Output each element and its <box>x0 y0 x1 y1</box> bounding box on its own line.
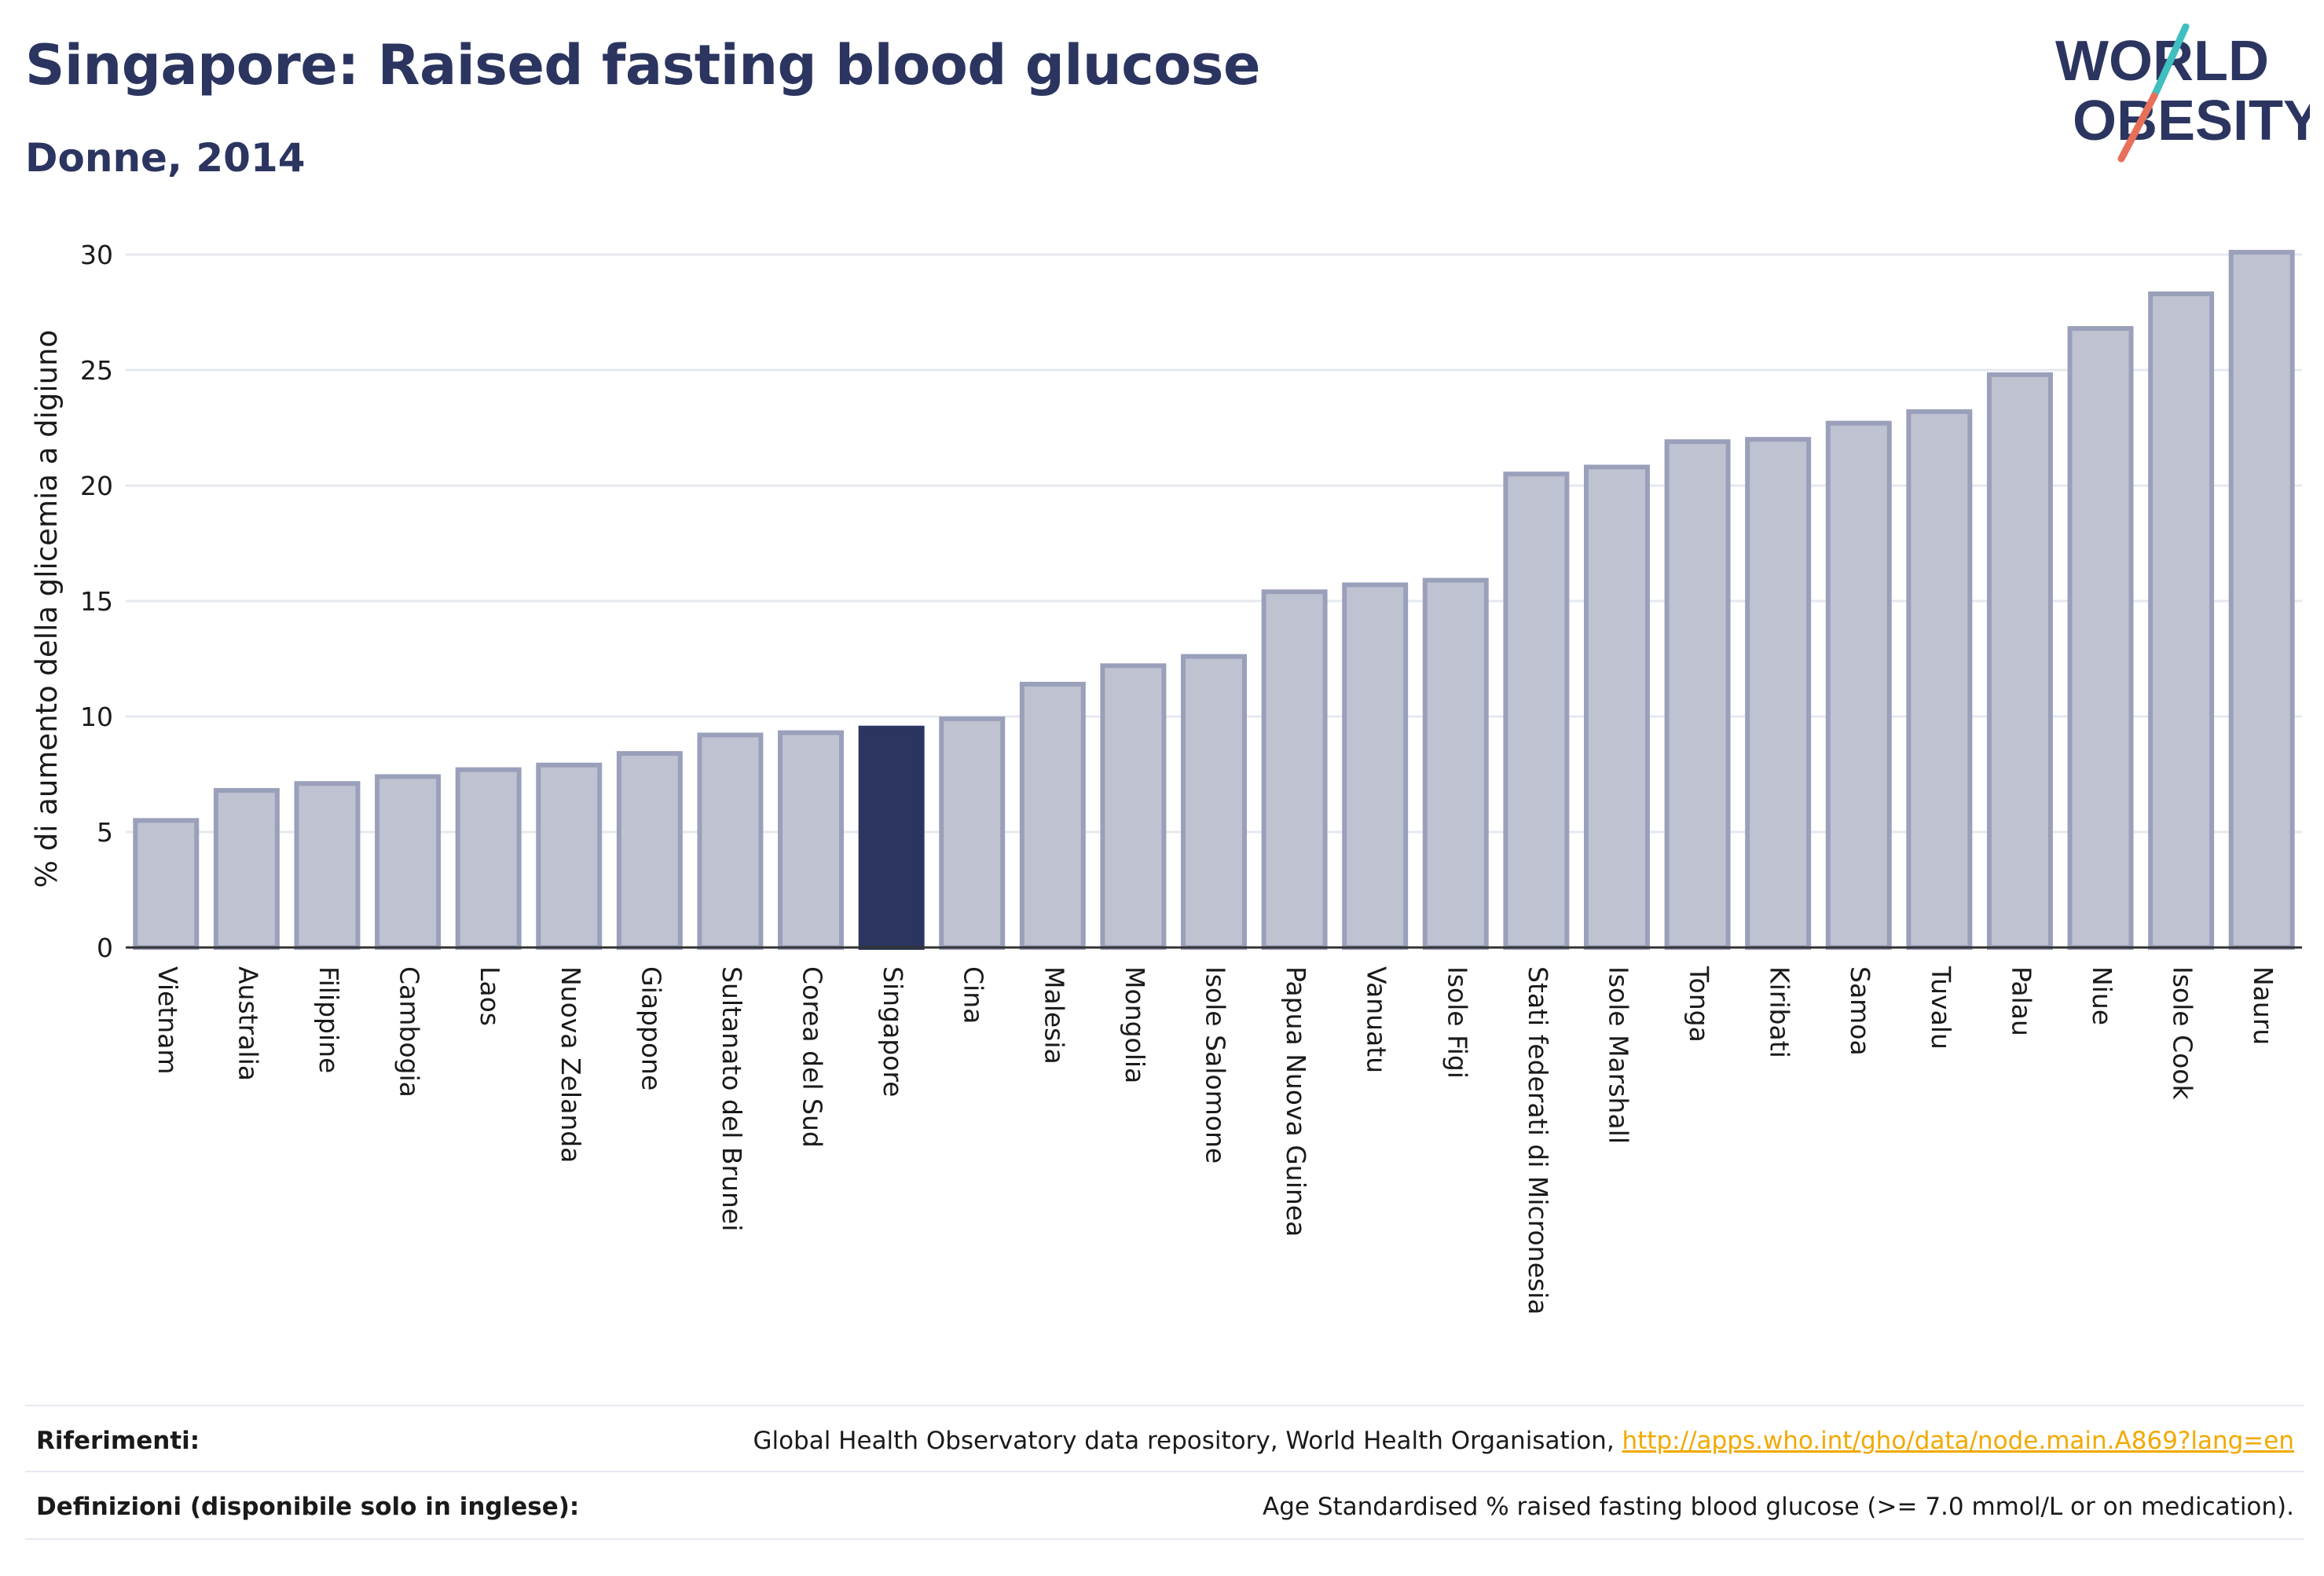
footer-references-row: Riferimenti: Global Health Observatory d… <box>25 1409 2304 1472</box>
y-tick-label: 5 <box>97 817 113 848</box>
references-text: Global Health Observatory data repositor… <box>753 1427 1622 1455</box>
x-category-label: Kiribati <box>1765 966 1795 1058</box>
x-category-label: Vanuatu <box>1362 966 1392 1073</box>
x-category-label: Papua Nuova Guinea <box>1281 966 1311 1237</box>
references-value: Global Health Observatory data repositor… <box>753 1427 2294 1455</box>
logo-slash-top <box>2150 24 2190 100</box>
bar-isole-figi[interactable] <box>1422 577 1489 950</box>
x-category-label: Cina <box>959 966 989 1024</box>
bar-kiribati[interactable] <box>1745 437 1812 950</box>
x-category-label: Tuvalu <box>1926 966 1956 1050</box>
x-category-label: Mongolia <box>1120 966 1150 1083</box>
y-tick-label: 25 <box>80 355 113 386</box>
bar-palau[interactable] <box>1986 372 2053 950</box>
x-category-labels: Vietnam Australia Filippine Cambogia Laos Nuo… <box>152 966 2278 1315</box>
y-tick-label: 30 <box>80 240 113 270</box>
x-category-label: Stati federati di Micronesia <box>1523 966 1553 1315</box>
footer-divider-bottom <box>25 1538 2304 1540</box>
y-tick-label: 0 <box>97 933 113 963</box>
x-category-label: Vietnam <box>152 966 183 1075</box>
x-category-label: Australia <box>233 966 263 1081</box>
bar-malesia[interactable] <box>1019 681 1086 951</box>
bar-samoa[interactable] <box>1825 420 1892 950</box>
bar-mongolia[interactable] <box>1100 663 1167 950</box>
bar-vanuatu[interactable] <box>1342 582 1409 950</box>
x-category-label: Nuova Zelanda <box>555 966 586 1163</box>
bar-isole-marshall[interactable] <box>1583 464 1650 950</box>
bar-papua-nuova-guinea[interactable] <box>1261 589 1328 950</box>
x-category-label: Singapore <box>878 966 908 1097</box>
bar-giappone[interactable] <box>616 751 683 950</box>
bar-cina[interactable] <box>939 716 1006 950</box>
bar-niue[interactable] <box>2067 326 2134 950</box>
x-category-label: Laos <box>475 966 505 1026</box>
references-label: Riferimenti: <box>36 1427 200 1455</box>
references-link[interactable]: http://apps.who.int/gho/data/node.main.A… <box>1622 1427 2294 1455</box>
x-category-label: Isole Salomone <box>1200 966 1231 1164</box>
bar-isole-cook[interactable] <box>2148 291 2215 951</box>
x-category-label: Sultanato del Brunei <box>717 966 747 1231</box>
bar-singapore[interactable] <box>858 725 925 950</box>
x-category-label: Isole Marshall <box>1603 966 1633 1144</box>
bar-sultanato-del-brunei[interactable] <box>697 732 764 951</box>
bar-stati-federati-di-micronesia[interactable] <box>1503 471 1570 950</box>
bar-australia[interactable] <box>213 788 280 951</box>
bar-cambogia[interactable] <box>375 774 442 950</box>
definitions-value: Age Standardised % raised fasting blood … <box>1263 1493 2294 1521</box>
bar-corea-del-sud[interactable] <box>778 730 845 951</box>
logo-slash-bottom <box>2117 92 2158 163</box>
definitions-label: Definizioni (disponibile solo in inglese… <box>36 1493 580 1521</box>
chart-title: Singapore: Raised fasting blood glucose <box>25 33 1260 97</box>
y-tick-label: 20 <box>80 471 113 501</box>
bar-tuvalu[interactable] <box>1906 409 1973 950</box>
bar-tonga[interactable] <box>1664 439 1731 950</box>
footer-definitions-row: Definizioni (disponibile solo in inglese… <box>25 1475 2304 1538</box>
bar-chart: 0 5 10 15 20 25 30 Vietnam Australia Filippine Ca… <box>30 240 2302 1315</box>
x-category-label: Filippine <box>313 966 344 1073</box>
x-category-label: Malesia <box>1039 966 1069 1065</box>
bar-filippine[interactable] <box>294 781 361 951</box>
logo-line-2: OBESITY <box>2073 90 2310 152</box>
x-category-label: Giappone <box>636 966 666 1090</box>
bar-nuova-zelanda[interactable] <box>536 762 603 950</box>
bar-vietnam[interactable] <box>133 818 200 951</box>
bar-nauru[interactable] <box>2228 250 2295 950</box>
bar-isole-salomone[interactable] <box>1181 654 1247 950</box>
bar-laos[interactable] <box>455 767 522 950</box>
x-category-label: Palau <box>2006 966 2036 1036</box>
x-category-label: Corea del Sud <box>797 966 828 1148</box>
x-category-label: Niue <box>2087 966 2117 1025</box>
x-category-label: Samoa <box>1845 966 1875 1056</box>
footer-divider-top <box>25 1405 2304 1406</box>
y-tick-label: 15 <box>80 586 113 617</box>
x-category-label: Nauru <box>2248 966 2278 1045</box>
y-tick-labels: 0 5 10 15 20 25 30 <box>80 240 113 963</box>
y-tick-label: 10 <box>80 702 113 732</box>
x-category-label: Isole Figi <box>1442 966 1472 1079</box>
x-category-label: Cambogia <box>394 966 425 1098</box>
world-obesity-logo: WORLD OBESITY <box>2055 24 2310 163</box>
x-category-label: Tonga <box>1684 966 1714 1043</box>
x-category-label: Isole Cook <box>2168 966 2198 1100</box>
footer-divider-middle <box>25 1471 2304 1472</box>
y-axis-title: % di aumento della glicemia a digiuno <box>30 330 64 888</box>
chart-subtitle: Donne, 2014 <box>25 135 306 181</box>
